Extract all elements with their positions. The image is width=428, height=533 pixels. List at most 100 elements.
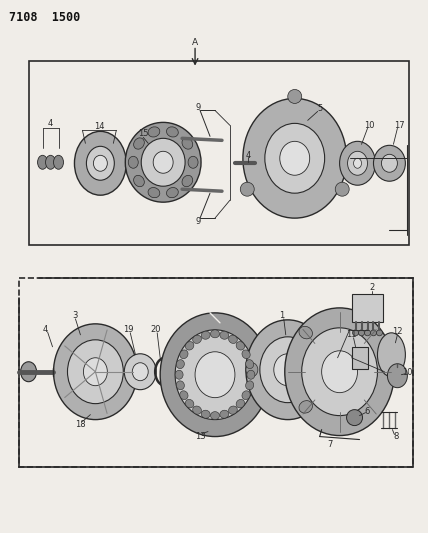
Ellipse shape <box>68 340 123 403</box>
Ellipse shape <box>148 127 160 137</box>
Ellipse shape <box>132 363 148 381</box>
Text: 4: 4 <box>48 119 53 128</box>
Ellipse shape <box>354 158 362 168</box>
Ellipse shape <box>176 360 184 369</box>
Text: 10: 10 <box>364 121 375 130</box>
Text: 2: 2 <box>370 284 375 293</box>
Ellipse shape <box>240 182 254 196</box>
Ellipse shape <box>188 156 198 168</box>
Text: 6: 6 <box>365 407 370 416</box>
Ellipse shape <box>141 139 185 186</box>
Text: 14: 14 <box>94 122 104 131</box>
Ellipse shape <box>185 399 194 408</box>
Ellipse shape <box>280 141 310 175</box>
Ellipse shape <box>153 151 173 173</box>
Text: 10: 10 <box>402 368 413 377</box>
Ellipse shape <box>220 331 229 339</box>
Ellipse shape <box>54 324 137 419</box>
Text: 7108  1500: 7108 1500 <box>9 11 80 23</box>
Text: 3: 3 <box>73 311 78 320</box>
Ellipse shape <box>242 350 250 359</box>
Text: 4: 4 <box>43 325 48 334</box>
Ellipse shape <box>371 330 377 336</box>
Ellipse shape <box>242 391 250 400</box>
Ellipse shape <box>201 410 210 418</box>
Ellipse shape <box>359 330 365 336</box>
Ellipse shape <box>229 335 237 343</box>
Text: 7: 7 <box>327 440 332 449</box>
Bar <box>351 294 383 322</box>
Ellipse shape <box>160 313 270 437</box>
Ellipse shape <box>246 360 254 369</box>
Ellipse shape <box>195 352 235 398</box>
Ellipse shape <box>243 99 347 218</box>
Bar <box>29 61 409 245</box>
Text: 20: 20 <box>150 325 160 334</box>
Ellipse shape <box>236 399 245 408</box>
Ellipse shape <box>175 330 255 419</box>
Bar <box>19 278 413 467</box>
Ellipse shape <box>193 406 202 414</box>
Text: 19: 19 <box>123 325 134 334</box>
Ellipse shape <box>299 401 312 413</box>
Ellipse shape <box>54 155 63 169</box>
Ellipse shape <box>176 381 184 390</box>
Text: 13: 13 <box>195 432 205 441</box>
Text: 15: 15 <box>138 129 149 138</box>
Ellipse shape <box>377 330 383 336</box>
Ellipse shape <box>45 155 56 169</box>
Ellipse shape <box>374 146 405 181</box>
Ellipse shape <box>299 326 312 339</box>
Ellipse shape <box>348 151 368 175</box>
Ellipse shape <box>166 188 178 198</box>
Ellipse shape <box>182 138 193 149</box>
Ellipse shape <box>274 354 302 386</box>
Text: 12: 12 <box>392 327 403 336</box>
Ellipse shape <box>175 370 183 379</box>
Ellipse shape <box>201 331 210 339</box>
Ellipse shape <box>211 411 220 419</box>
Text: 9: 9 <box>196 216 201 225</box>
Text: A: A <box>192 38 198 47</box>
Ellipse shape <box>229 406 237 414</box>
Bar <box>351 347 368 369</box>
Ellipse shape <box>335 182 349 196</box>
Ellipse shape <box>180 391 188 400</box>
Text: 11: 11 <box>346 330 357 340</box>
Text: 9: 9 <box>196 103 201 112</box>
Ellipse shape <box>285 308 395 435</box>
Ellipse shape <box>247 370 255 379</box>
Ellipse shape <box>236 342 245 350</box>
Text: 18: 18 <box>75 420 86 429</box>
Ellipse shape <box>339 141 375 185</box>
Ellipse shape <box>86 147 114 180</box>
Ellipse shape <box>260 337 316 402</box>
Ellipse shape <box>211 330 220 338</box>
Ellipse shape <box>353 330 359 336</box>
Ellipse shape <box>387 364 407 387</box>
Ellipse shape <box>180 350 188 359</box>
Ellipse shape <box>134 138 144 149</box>
Ellipse shape <box>182 175 193 187</box>
Ellipse shape <box>265 123 325 193</box>
Ellipse shape <box>322 351 357 393</box>
Text: 4: 4 <box>245 151 250 160</box>
Ellipse shape <box>246 363 258 377</box>
Ellipse shape <box>365 330 371 336</box>
Ellipse shape <box>193 335 202 343</box>
Ellipse shape <box>148 188 160 198</box>
Ellipse shape <box>166 127 178 137</box>
Ellipse shape <box>83 358 107 386</box>
Ellipse shape <box>302 328 377 416</box>
Ellipse shape <box>220 410 229 418</box>
Ellipse shape <box>128 156 138 168</box>
Text: 1: 1 <box>279 311 284 320</box>
Ellipse shape <box>21 362 36 382</box>
Ellipse shape <box>125 123 201 202</box>
Ellipse shape <box>377 333 405 377</box>
Text: 5: 5 <box>317 104 322 113</box>
Ellipse shape <box>381 154 398 172</box>
Ellipse shape <box>246 381 254 390</box>
Text: 8: 8 <box>394 432 399 441</box>
Ellipse shape <box>74 131 126 195</box>
